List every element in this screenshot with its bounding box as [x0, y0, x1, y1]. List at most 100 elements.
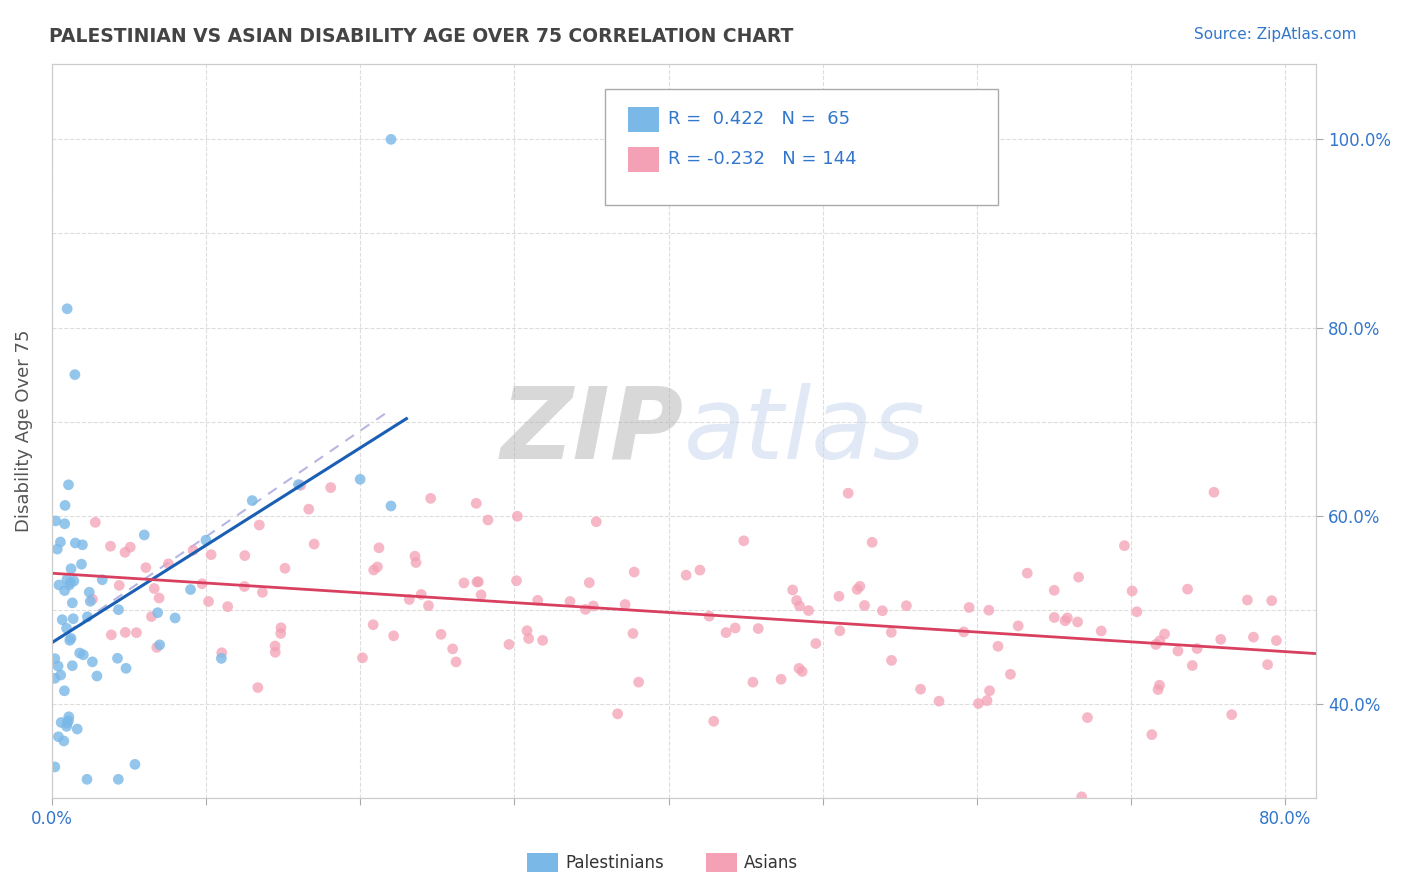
- Point: [247, 518, 270, 533]
- Point: [689, 563, 711, 577]
- Text: Palestinians: Palestinians: [565, 854, 664, 871]
- Point: [58, 714, 80, 728]
- Point: [1067, 570, 1090, 584]
- Point: [349, 472, 371, 486]
- Point: [63, 368, 86, 382]
- Point: [107, 772, 129, 787]
- Point: [714, 625, 737, 640]
- Point: [405, 556, 427, 570]
- Point: [298, 502, 321, 516]
- Point: [792, 665, 814, 679]
- Point: [1043, 610, 1066, 624]
- Point: [45, 514, 67, 528]
- Point: [1149, 678, 1171, 692]
- Point: [69, 646, 91, 660]
- Point: [837, 486, 859, 500]
- Point: [724, 621, 747, 635]
- Point: [1017, 566, 1039, 581]
- Point: [1202, 485, 1225, 500]
- Point: [233, 549, 256, 563]
- Point: [1167, 644, 1189, 658]
- Point: [418, 599, 440, 613]
- Point: [1177, 582, 1199, 596]
- Point: [352, 650, 374, 665]
- Point: [465, 496, 488, 510]
- Point: [952, 624, 974, 639]
- Point: [477, 513, 499, 527]
- Point: [979, 683, 1001, 698]
- Point: [1149, 633, 1171, 648]
- Point: [72, 648, 94, 662]
- Point: [430, 627, 453, 641]
- Point: [58, 710, 80, 724]
- Point: [79, 594, 101, 608]
- Point: [59, 632, 82, 646]
- Point: [48, 578, 70, 592]
- Point: [928, 694, 950, 708]
- Point: [76, 772, 98, 787]
- Point: [135, 560, 157, 574]
- Point: [53, 499, 76, 513]
- Point: [1260, 593, 1282, 607]
- Point: [419, 491, 441, 506]
- Point: [382, 629, 405, 643]
- Point: [516, 624, 538, 638]
- Point: [1054, 614, 1077, 628]
- Point: [1220, 707, 1243, 722]
- Point: [197, 594, 219, 608]
- Point: [1070, 789, 1092, 804]
- Text: atlas: atlas: [683, 383, 925, 480]
- Point: [145, 640, 167, 655]
- Point: [76, 609, 98, 624]
- Point: [51, 715, 73, 730]
- Point: [1265, 633, 1288, 648]
- Point: [82, 592, 104, 607]
- Point: [120, 540, 142, 554]
- Point: [84, 516, 107, 530]
- Point: [368, 541, 391, 555]
- Point: [574, 602, 596, 616]
- Point: [149, 638, 172, 652]
- Point: [70, 558, 93, 572]
- Point: [1121, 584, 1143, 599]
- Point: [264, 645, 287, 659]
- Point: [302, 537, 325, 551]
- Point: [165, 611, 187, 625]
- Point: [62, 612, 84, 626]
- Point: [465, 574, 488, 589]
- Point: [290, 478, 312, 492]
- Point: [1181, 658, 1204, 673]
- Point: [1140, 728, 1163, 742]
- Text: Source: ZipAtlas.com: Source: ZipAtlas.com: [1194, 27, 1357, 42]
- Point: [380, 499, 402, 513]
- Point: [146, 606, 169, 620]
- Point: [1000, 667, 1022, 681]
- Point: [1056, 611, 1078, 625]
- Point: [380, 132, 402, 146]
- Point: [880, 625, 903, 640]
- Point: [60, 596, 83, 610]
- Point: [506, 509, 529, 524]
- Point: [125, 625, 148, 640]
- Point: [217, 599, 239, 614]
- Point: [194, 533, 217, 548]
- Point: [498, 637, 520, 651]
- Point: [860, 535, 883, 549]
- Point: [180, 582, 202, 597]
- Point: [252, 585, 274, 599]
- Point: [976, 693, 998, 707]
- Point: [53, 583, 76, 598]
- Point: [782, 582, 804, 597]
- Point: [910, 682, 932, 697]
- Point: [505, 574, 527, 588]
- Point: [786, 593, 808, 607]
- Point: [53, 516, 76, 531]
- Point: [48, 730, 70, 744]
- Point: [828, 624, 851, 638]
- Point: [59, 633, 82, 648]
- Point: [148, 591, 170, 605]
- Point: [585, 515, 607, 529]
- Point: [404, 549, 426, 564]
- Text: ZIP: ZIP: [501, 383, 683, 480]
- Point: [65, 536, 87, 550]
